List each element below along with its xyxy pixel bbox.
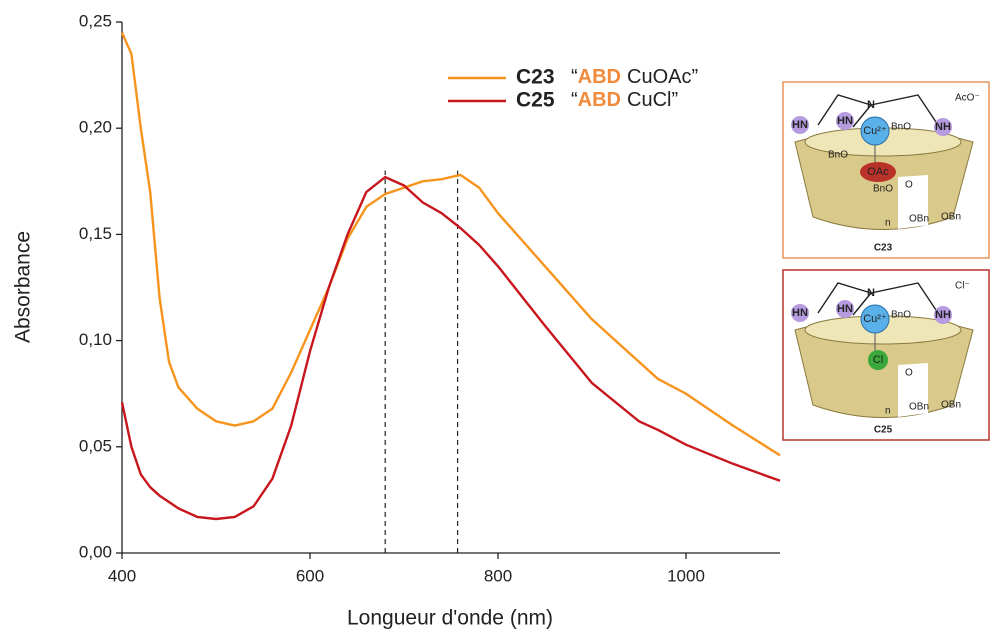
y-tick-label: 0,20 xyxy=(79,118,112,137)
anion-label: Cl⁻ xyxy=(955,281,970,292)
series-line xyxy=(120,175,781,521)
legend-part: “ xyxy=(571,89,578,111)
sugar-label: OBn xyxy=(909,402,929,413)
atom-label: HN xyxy=(792,119,808,131)
ligand-shape xyxy=(868,350,888,370)
inset-label: C23 xyxy=(874,243,893,254)
legend-part: CuOAc” xyxy=(627,66,698,88)
legend-part: CuCl” xyxy=(627,89,678,111)
amine-circle xyxy=(791,116,809,134)
amine-circle xyxy=(934,118,952,136)
atom-label: Cu²⁺ xyxy=(863,125,887,137)
amine-circle xyxy=(934,306,952,324)
legend-part: “ xyxy=(571,66,578,88)
legend-description: “ABD CuOAc” xyxy=(571,66,698,88)
sugar-label: O xyxy=(905,368,913,379)
y-axis-title: Absorbance xyxy=(12,231,35,343)
sugar-label: BnO xyxy=(891,122,911,133)
sugar-label: BnO xyxy=(891,310,911,321)
atom-label: NH xyxy=(935,309,951,321)
series-line xyxy=(120,32,781,457)
sugar-label: O xyxy=(905,180,913,191)
sugar-label: BnO xyxy=(828,150,848,161)
legend-name: C25 xyxy=(516,89,555,112)
y-tick-label: 0,25 xyxy=(79,11,112,30)
sugar-label: BnO xyxy=(873,184,893,195)
amine-circle xyxy=(791,304,809,322)
ligand-arms xyxy=(817,282,939,316)
sugar-label: OBn xyxy=(941,212,961,223)
y-tick-label: 0,05 xyxy=(79,436,112,455)
ligand-label: Cl xyxy=(873,354,883,366)
atom-label: N xyxy=(867,287,875,299)
y-tick-label: 0,00 xyxy=(79,542,112,561)
atom-label: HN xyxy=(792,307,808,319)
legend-description: “ABD CuCl” xyxy=(571,89,678,111)
sugar-label: OBn xyxy=(941,400,961,411)
atom-label: HN xyxy=(837,115,853,127)
inset-label: C25 xyxy=(874,425,893,436)
atom-label: Cu²⁺ xyxy=(863,313,887,325)
sugar-label: OBn xyxy=(909,214,929,225)
y-tick-label: 0,15 xyxy=(79,224,112,243)
cup-gap xyxy=(898,175,928,229)
cup-gap xyxy=(898,363,928,417)
amine-circle xyxy=(836,112,854,130)
sugar-label: n xyxy=(885,406,891,417)
legend-name: C23 xyxy=(516,66,555,89)
atom-label: HN xyxy=(837,303,853,315)
x-tick-label: 400 xyxy=(108,566,136,585)
anion-label: AcO⁻ xyxy=(955,93,980,104)
ligand-arms xyxy=(817,94,939,128)
x-tick-label: 1000 xyxy=(667,566,705,585)
ligand-label: OAc xyxy=(867,166,889,178)
ligand-shape xyxy=(860,162,896,182)
legend-part: ABD xyxy=(578,89,621,111)
x-tick-label: 600 xyxy=(296,566,324,585)
y-tick-label: 0,10 xyxy=(79,330,112,349)
atom-label: N xyxy=(867,99,875,111)
amine-circle xyxy=(836,300,854,318)
legend-part: ABD xyxy=(578,66,621,88)
atom-label: NH xyxy=(935,121,951,133)
x-axis-title: Longueur d'onde (nm) xyxy=(347,607,553,630)
sugar-label: n xyxy=(885,218,891,229)
x-tick-label: 800 xyxy=(484,566,512,585)
